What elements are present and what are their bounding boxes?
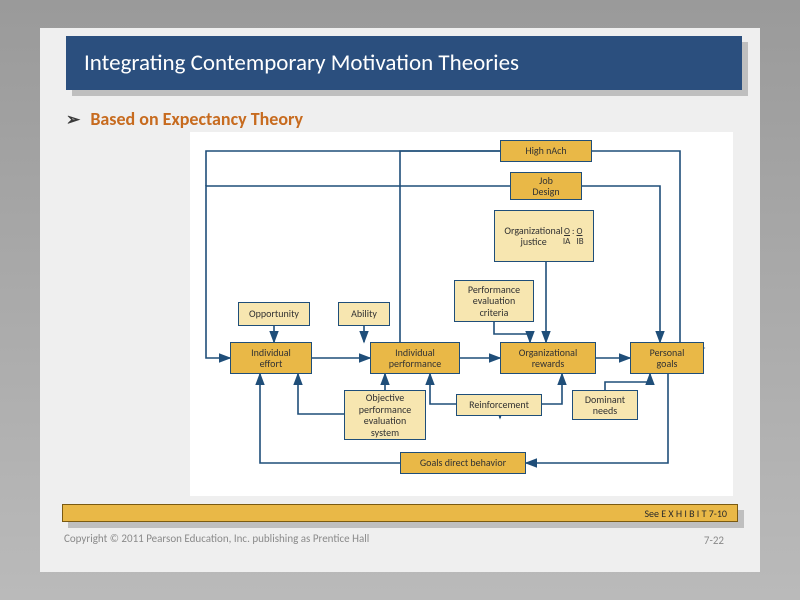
edge-perf_eval-org_rewards [494,322,530,342]
node-reinforce: Reinforcement [456,394,542,416]
node-pers-goals: Personalgoals [630,342,704,374]
edge-high_nach_left-ind_perf [206,151,500,186]
reference-bar: See E X H I B I T 7-10 [62,504,738,522]
edge-reinforce_right-org_rewards [542,374,562,404]
node-ind-perf: Individualperformance [370,342,460,374]
node-goals-dir: Goals direct behavior [400,452,526,474]
subtitle-text: Based on Expectancy Theory [90,108,303,130]
subtitle: ➢ Based on Expectancy Theory [66,108,303,130]
title-bar: Integrating Contemporary Motivation Theo… [66,36,742,90]
edge-job_design_left-ind_effort [206,186,510,358]
edge-obj_perf-ind_effort [298,374,344,414]
edge-reinforce-ind_perf [430,374,456,404]
node-org-justice: OrganizationaljusticeO : OIA IB [494,210,594,262]
copyright-text: Copyright © 2011 Pearson Education, Inc.… [64,532,369,545]
edge-dom_needs-pers_goals [605,374,650,390]
slide: Integrating Contemporary Motivation Theo… [40,28,760,572]
edge-high_nach-pers_goals [592,151,704,348]
node-high-nach: High nAch [500,140,592,162]
node-ind-effort: Individualeffort [230,342,312,374]
diagram: High nAch JobDesign OrganizationaljusticeO… [190,132,733,496]
reference-text: See E X H I B I T 7-10 [644,507,727,520]
page-number: 7-22 [704,534,724,547]
node-dom-needs: Dominantneeds [572,390,638,420]
node-obj-perf: Objectiveperformanceevaluationsystem [344,390,426,440]
node-opportunity: Opportunity [238,302,310,326]
title-text: Integrating Contemporary Motivation Theo… [84,49,519,77]
node-org-rewards: Organizationalrewards [500,342,596,374]
bullet-arrow-icon: ➢ [66,109,80,130]
node-job-design: JobDesign [510,172,582,200]
node-ability: Ability [338,302,390,326]
node-perf-eval: Performanceevaluationcriteria [454,280,534,322]
